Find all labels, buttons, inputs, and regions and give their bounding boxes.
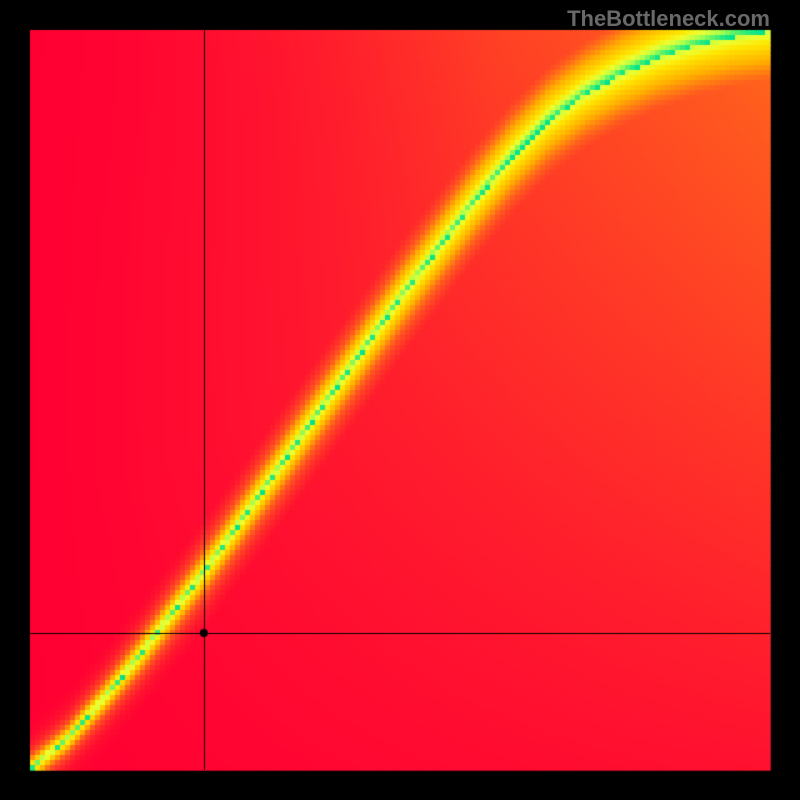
bottleneck-heatmap xyxy=(0,0,800,800)
chart-container: TheBottleneck.com xyxy=(0,0,800,800)
watermark-text: TheBottleneck.com xyxy=(567,6,770,32)
